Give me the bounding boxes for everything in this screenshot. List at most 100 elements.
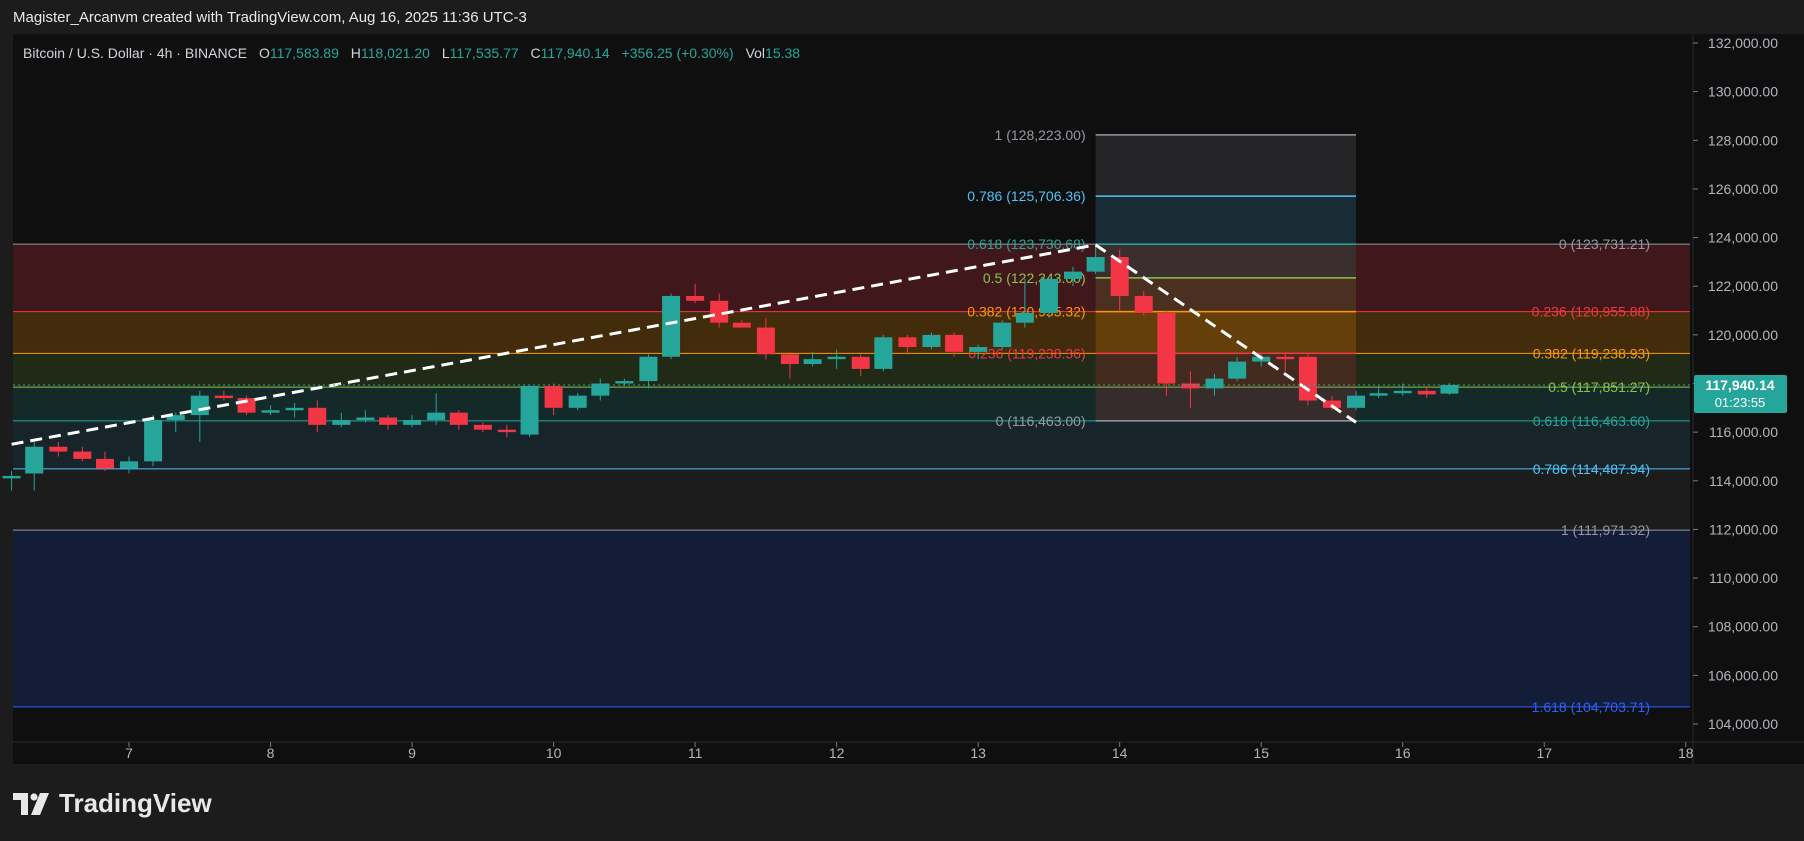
candle-body	[332, 419, 351, 425]
candle-body	[1228, 361, 1247, 379]
legend-close-value: 117,940.14	[540, 45, 610, 61]
candle-body	[95, 458, 114, 469]
x-axis-tick-label: 13	[970, 745, 986, 761]
candle-body	[662, 295, 681, 357]
candle-body	[732, 322, 751, 328]
tradingview-wordmark: TradingView	[59, 788, 212, 818]
candle-body	[190, 395, 209, 416]
candle-body	[851, 356, 870, 369]
legend-high-value: 118,021.20	[360, 45, 430, 61]
y-axis-tick-label: 130,000.00	[1708, 84, 1778, 100]
legend-high-label: H	[350, 45, 361, 61]
fib-retracement-level-label: 0.786 (125,706.36)	[967, 188, 1085, 204]
x-axis-tick-label: 18	[1678, 745, 1694, 761]
candle-body	[120, 461, 139, 469]
trend-line-up	[11, 243, 1096, 446]
x-axis-tick-label: 14	[1112, 745, 1128, 761]
y-axis-tick-label: 128,000.00	[1708, 132, 1778, 148]
y-axis-tick-label: 104,000.00	[1708, 716, 1778, 732]
candle-body	[1417, 390, 1436, 395]
y-axis-tick-label: 108,000.00	[1708, 619, 1778, 635]
fib-extension-zone	[13, 468, 1690, 531]
candle-body	[1276, 356, 1295, 360]
trend-line-down	[1094, 243, 1357, 424]
candle-body	[1298, 356, 1317, 401]
candle-body	[308, 407, 327, 425]
candle-body	[449, 412, 468, 425]
last-price-label: 117,940.14	[1705, 377, 1775, 393]
candle-body	[497, 429, 516, 433]
x-axis-tick-label: 16	[1395, 745, 1411, 761]
fib-extension-level-label: 1 (111,971.32)	[1561, 522, 1650, 538]
candle-body	[756, 327, 775, 355]
fib-extension-level-label: 0.382 (119,238.93)	[1533, 345, 1650, 361]
candle-body	[615, 381, 634, 384]
legend-close-label: C	[530, 45, 541, 61]
candle-body	[1322, 400, 1341, 408]
candle-body	[403, 419, 422, 425]
legend-change-value: +356.25 (+0.30%)	[621, 45, 734, 61]
x-axis-tick-label: 8	[267, 745, 275, 761]
candle-body	[214, 395, 233, 399]
fib-extension-zone	[13, 311, 1690, 354]
candle-body	[1039, 278, 1058, 313]
legend-low-label: L	[441, 45, 450, 61]
tradingview-brand[interactable]: TradingView	[13, 788, 212, 819]
y-axis-tick-label: 132,000.00	[1708, 35, 1778, 51]
legend-open-value: 117,583.89	[269, 45, 339, 61]
legend-volume-value: 15.38	[765, 45, 801, 61]
candle-body	[591, 383, 610, 396]
x-axis-tick-label: 12	[829, 745, 845, 761]
fib-extension-level-label: 1.618 (104,703.71)	[1532, 699, 1650, 715]
y-axis-tick-label: 112,000.00	[1709, 521, 1778, 537]
candle-body	[1181, 383, 1200, 389]
x-axis-tick-label: 9	[408, 745, 416, 761]
fib-retracement-zone	[1095, 244, 1357, 278]
y-axis-tick-label: 116,000.00	[1709, 424, 1778, 440]
fib-retracement-level-label: 0.236 (119,238.36)	[968, 345, 1085, 361]
candle-body	[898, 337, 917, 348]
fib-retracement-zone	[1095, 277, 1357, 312]
y-axis-tick-label: 114,000.00	[1709, 473, 1778, 489]
fib-extension-zone	[13, 244, 1690, 312]
y-axis-tick-label: 120,000.00	[1708, 327, 1778, 343]
fib-extension-level-label: 0.236 (120,955.88)	[1532, 304, 1650, 320]
fib-extension-level-label: 0.786 (114,487.94)	[1533, 461, 1650, 477]
candle-body	[922, 334, 941, 348]
fib-extension-level-label: 0.618 (116,463.60)	[1533, 413, 1650, 429]
y-axis-tick-label: 110,000.00	[1709, 570, 1778, 586]
fib-extension-level-label: 0.5 (117,851.27)	[1548, 379, 1650, 395]
candle-body	[473, 424, 492, 430]
candle-body	[686, 295, 705, 301]
fib-extension-level-label: 0 (123,731.21)	[1559, 236, 1650, 252]
candle-body	[1347, 395, 1366, 408]
y-axis-tick-label: 126,000.00	[1708, 181, 1778, 197]
last-price-badge	[1694, 374, 1787, 413]
candle-body	[639, 356, 658, 382]
fib-retracement-level-label: 0.5 (122,343.00)	[983, 270, 1086, 286]
candle-body	[1205, 378, 1224, 389]
x-axis-tick-label: 11	[688, 745, 703, 761]
candle-body	[285, 407, 304, 411]
x-axis-tick-label: 10	[546, 745, 562, 761]
legend-volume-label: Vol	[745, 45, 766, 61]
fib-retracement-zone	[1095, 134, 1357, 197]
fib-retracement-level-label: 0.618 (123,730.68)	[967, 236, 1085, 252]
candle-body	[874, 337, 893, 369]
x-axis-tick-label: 7	[125, 745, 133, 761]
y-axis-tick-label: 106,000.00	[1708, 667, 1778, 683]
candle-body	[1369, 393, 1388, 396]
plot-area	[13, 34, 1693, 764]
candle-body	[427, 412, 446, 420]
candle-body	[544, 385, 563, 408]
candle-body	[1440, 384, 1459, 394]
fib-extension-zone	[13, 353, 1690, 388]
fib-retracement-zone	[1095, 196, 1357, 245]
x-axis-tick-label: 15	[1253, 745, 1269, 761]
y-axis-tick-label: 122,000.00	[1708, 278, 1778, 294]
candle-body	[73, 451, 92, 459]
chart-attribution: Magister_Arcanvm created with TradingVie…	[13, 9, 527, 26]
candle-body	[827, 356, 846, 360]
candle-body	[945, 334, 964, 352]
